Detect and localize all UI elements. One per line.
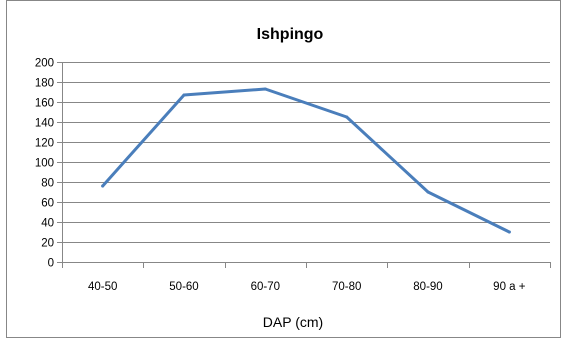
x-tick-label: 60-70 — [251, 281, 280, 293]
y-tick-label: 20 — [41, 238, 54, 250]
y-tick-label: 120 — [35, 138, 54, 150]
y-tick-label: 80 — [41, 178, 54, 190]
y-tick-label: 0 — [48, 258, 54, 270]
y-tick-label: 60 — [41, 198, 54, 210]
data-point — [507, 230, 511, 234]
data-point — [182, 93, 186, 97]
y-tick-label: 160 — [35, 98, 54, 110]
x-tick-label: 40-50 — [88, 281, 117, 293]
x-axis-title: DAP (cm) — [263, 314, 323, 330]
x-tick-label: 80-90 — [413, 281, 442, 293]
y-tick-label: 180 — [35, 78, 54, 90]
y-axis-ticks: 0 20 40 60 80 100 120 140 160 180 200 — [35, 58, 63, 270]
y-tick-label: 140 — [35, 118, 54, 130]
chart-border — [6, 0, 561, 338]
x-axis-ticks: 40-50 50-60 60-70 70-80 80-90 90 a + — [62, 262, 551, 293]
data-point — [101, 184, 105, 188]
data-point — [263, 87, 267, 91]
y-tick-label: 200 — [35, 58, 54, 70]
x-tick-label: 70-80 — [332, 281, 361, 293]
series-line — [101, 87, 511, 234]
data-point — [345, 115, 349, 119]
series-layer — [101, 87, 511, 234]
y-tick-label: 40 — [41, 218, 54, 230]
x-tick-label: 50-60 — [169, 281, 198, 293]
gridlines — [62, 62, 550, 243]
y-tick-label: 100 — [35, 158, 54, 170]
x-tick-label: 90 a + — [493, 281, 526, 293]
chart-title: Ishpingo — [257, 26, 324, 43]
data-point — [426, 190, 430, 194]
